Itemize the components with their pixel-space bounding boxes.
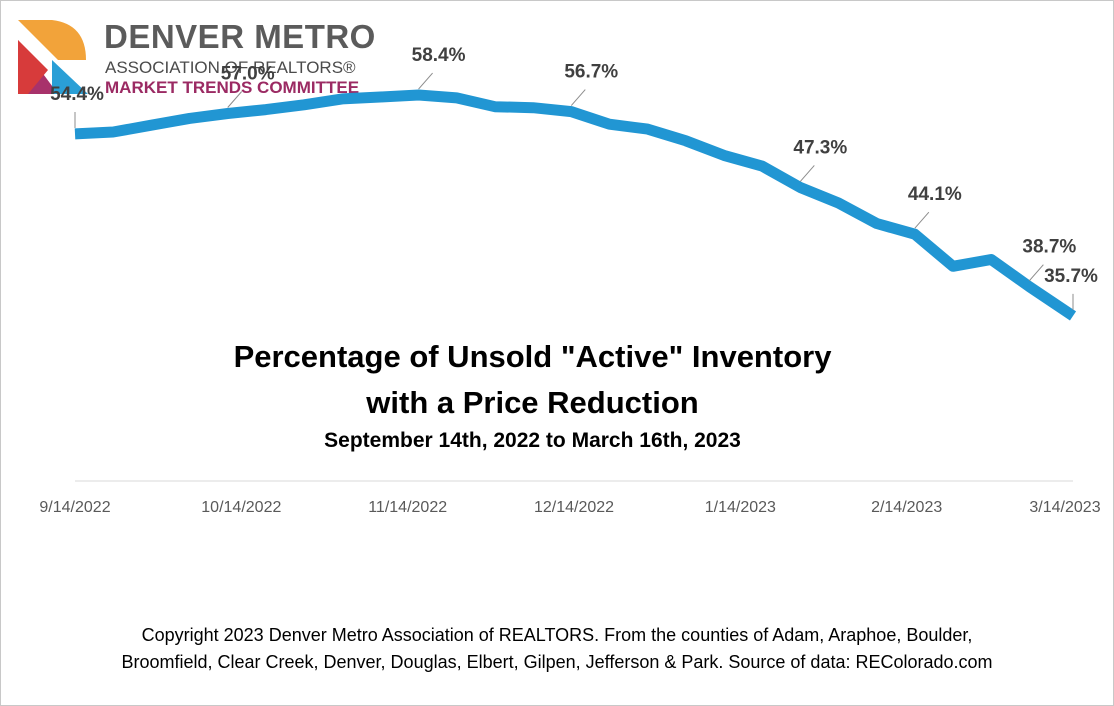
data-label-leader bbox=[227, 91, 243, 108]
logo-red-shape bbox=[18, 40, 48, 94]
data-label-leader bbox=[418, 72, 433, 90]
data-labels: 54.4% 57.0% 58.4% 56.7% 47.3% 44.1% 38.7% 35.7% bbox=[50, 45, 1098, 287]
data-label: 38.7% bbox=[1022, 237, 1076, 258]
logo-committee: MARKET TRENDS COMMITTEE bbox=[105, 78, 360, 97]
x-tick-label: 9/14/2022 bbox=[39, 499, 110, 516]
data-label-leader bbox=[799, 165, 815, 182]
x-tick-label: 10/14/2022 bbox=[201, 499, 281, 516]
data-label: 47.3% bbox=[793, 137, 847, 158]
data-label-leader bbox=[570, 89, 586, 106]
footer-line-1: Copyright 2023 Denver Metro Association … bbox=[141, 625, 973, 645]
logo-title: DENVER METRO bbox=[104, 18, 376, 55]
x-tick-label: 11/14/2022 bbox=[368, 499, 447, 516]
chart-subtitle: September 14th, 2022 to March 16th, 2023 bbox=[324, 429, 741, 452]
x-tick-label: 2/14/2023 bbox=[871, 499, 942, 516]
x-tick-label: 1/14/2023 bbox=[705, 499, 776, 516]
data-label-leader bbox=[914, 211, 930, 229]
data-label: 56.7% bbox=[564, 62, 618, 83]
footer-line-2: Broomfield, Clear Creek, Denver, Douglas… bbox=[121, 652, 993, 672]
chart-title-block: Percentage of Unsold "Active" Inventory … bbox=[60, 334, 1005, 456]
series-line-price-reductions bbox=[74, 89, 1077, 321]
chart-title-line-2: with a Price Reduction bbox=[366, 385, 699, 420]
data-label: 58.4% bbox=[412, 45, 466, 66]
x-tick-label: 3/14/2023 bbox=[1029, 499, 1100, 516]
data-label: 35.7% bbox=[1044, 266, 1098, 287]
dmar-logo-icon bbox=[18, 20, 88, 94]
logo-teal-shape bbox=[52, 60, 88, 94]
data-label-leader bbox=[1028, 264, 1044, 282]
data-label: 54.4% bbox=[50, 84, 104, 105]
x-tick-label: 12/14/2022 bbox=[534, 499, 614, 516]
logo-orange-shape bbox=[18, 20, 86, 60]
logo-subtitle: ASSOCIATION OF REALTORS® bbox=[105, 58, 356, 77]
data-label: 44.1% bbox=[908, 184, 962, 205]
data-label-leaders bbox=[74, 72, 1074, 310]
data-label: 57.0% bbox=[221, 64, 275, 85]
x-axis-tick-labels: 9/14/2022 10/14/2022 11/14/2022 12/14/2022 1… bbox=[39, 499, 1100, 516]
chart-title-line-1: Percentage of Unsold "Active" Inventory bbox=[233, 339, 832, 374]
footer-source-note: Copyright 2023 Denver Metro Association … bbox=[10, 622, 1104, 676]
